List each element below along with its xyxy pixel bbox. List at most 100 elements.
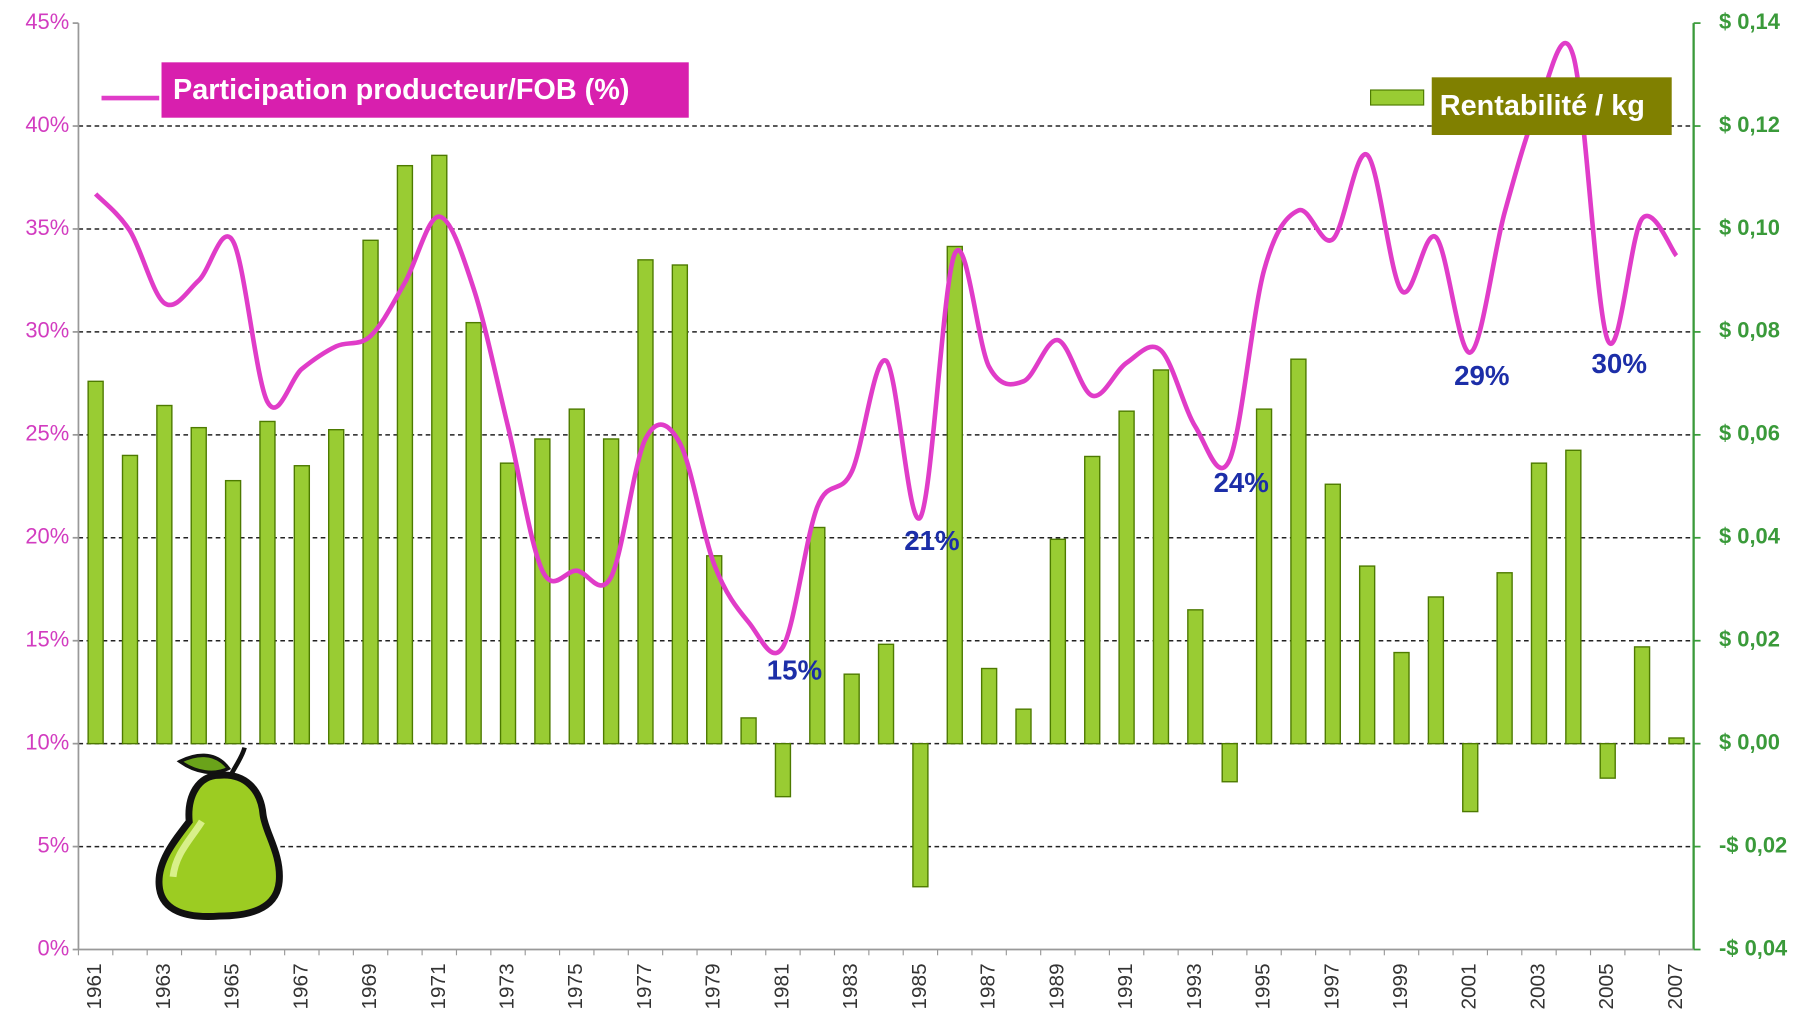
bar <box>602 438 620 745</box>
y2-tick-label: -$ 0,04 <box>1719 935 1788 960</box>
bar <box>1496 572 1513 745</box>
y2-tick-label: -$ 0,02 <box>1719 832 1787 857</box>
bar <box>1393 651 1410 745</box>
y-tick-label: 35% <box>25 215 69 240</box>
bar <box>1427 596 1445 745</box>
bar <box>1324 483 1341 745</box>
x-tick-label: 1985 <box>908 963 931 1009</box>
bar <box>121 454 139 745</box>
bar <box>1187 609 1204 745</box>
bar <box>362 239 379 745</box>
x-tick-label: 1963 <box>152 963 175 1009</box>
bar <box>190 426 207 745</box>
bar <box>499 462 517 745</box>
x-tick-label: 1973 <box>496 963 519 1009</box>
y2-tick-label: $ 0,00 <box>1719 729 1780 754</box>
pear-icon <box>155 746 283 920</box>
x-tick-label: 2001 <box>1458 963 1481 1009</box>
x-tick-label: 1991 <box>1114 963 1137 1009</box>
bar <box>1221 742 1238 783</box>
line <box>93 40 1679 656</box>
y-tick-label: 10% <box>25 729 69 754</box>
y2-tick-label: $ 0,08 <box>1719 318 1780 343</box>
x-tick-label: 1999 <box>1389 963 1412 1009</box>
annotation: 30% <box>1592 348 1647 379</box>
y2-tick-label: $ 0,02 <box>1719 627 1780 652</box>
bar <box>1462 742 1479 813</box>
x-tick-label: 1997 <box>1320 963 1343 1009</box>
x-tick-label: 1995 <box>1252 963 1275 1009</box>
bar <box>1152 369 1170 745</box>
legend-label: Rentabilité / kg <box>1440 90 1645 122</box>
y-tick-label: 0% <box>38 935 70 960</box>
annotation: 15% <box>767 655 822 686</box>
bar <box>1668 737 1685 745</box>
bar <box>534 438 551 745</box>
bar <box>877 643 895 745</box>
bar <box>774 742 792 798</box>
bar <box>740 717 757 745</box>
bar <box>1049 538 1067 745</box>
x-tick-label: 2003 <box>1526 963 1549 1009</box>
x-tick-label: 1977 <box>633 963 656 1009</box>
bar <box>1118 410 1135 745</box>
annotation: 21% <box>904 525 959 556</box>
bar <box>1015 708 1032 745</box>
x-tick-label: 1981 <box>770 963 793 1009</box>
legend-box <box>161 62 689 118</box>
y-tick-label: 20% <box>25 524 69 549</box>
y2-tick-label: $ 0,14 <box>1719 9 1781 34</box>
x-tick-label: 1989 <box>1045 963 1068 1009</box>
x-tick-label: 1971 <box>427 963 450 1009</box>
bar <box>706 555 723 745</box>
bar <box>980 667 998 745</box>
bar <box>637 259 654 745</box>
y-tick-label: 45% <box>25 9 69 34</box>
bar <box>396 164 414 745</box>
y-tick-label: 15% <box>25 627 69 652</box>
bar <box>1255 408 1273 745</box>
legend-swatch <box>1370 89 1425 106</box>
bar <box>431 154 448 745</box>
x-tick-label: 1983 <box>839 963 862 1009</box>
bar <box>328 429 345 745</box>
x-tick-label: 1967 <box>289 963 312 1009</box>
bar <box>1633 646 1651 745</box>
y2-tick-label: $ 0,04 <box>1719 524 1781 549</box>
bar <box>946 245 963 745</box>
bar <box>843 673 860 745</box>
bar <box>1565 449 1582 745</box>
x-tick-label: 1993 <box>1183 963 1206 1009</box>
bar <box>1358 565 1376 745</box>
y-tick-label: 5% <box>38 832 70 857</box>
y-tick-label: 25% <box>25 421 69 446</box>
x-tick-label: 1961 <box>83 963 106 1009</box>
y2-tick-label: $ 0,12 <box>1719 112 1780 137</box>
x-tick-label: 2007 <box>1664 963 1687 1009</box>
annotation: 29% <box>1454 360 1509 391</box>
bar <box>465 321 482 745</box>
annotation: 24% <box>1214 467 1269 498</box>
y2-tick-label: $ 0,06 <box>1719 421 1780 446</box>
bar <box>1530 462 1548 745</box>
bar <box>568 408 585 745</box>
bar <box>1084 455 1101 745</box>
x-tick-label: 1965 <box>221 963 244 1009</box>
legend-box <box>1431 77 1672 136</box>
y2-tick-label: $ 0,10 <box>1719 215 1780 240</box>
bar <box>1599 742 1616 779</box>
x-tick-label: 1987 <box>977 963 1000 1009</box>
bar <box>156 404 173 745</box>
x-tick-label: 1969 <box>358 963 381 1009</box>
bar <box>809 526 826 745</box>
bar <box>259 420 276 745</box>
bar <box>293 465 311 745</box>
legend-label: Participation producteur/FOB (%) <box>173 74 629 106</box>
y-tick-label: 40% <box>25 112 69 137</box>
x-tick-label: 1975 <box>564 963 587 1009</box>
x-tick-label: 2005 <box>1595 963 1618 1009</box>
bar <box>87 380 104 745</box>
bar <box>1290 358 1307 745</box>
